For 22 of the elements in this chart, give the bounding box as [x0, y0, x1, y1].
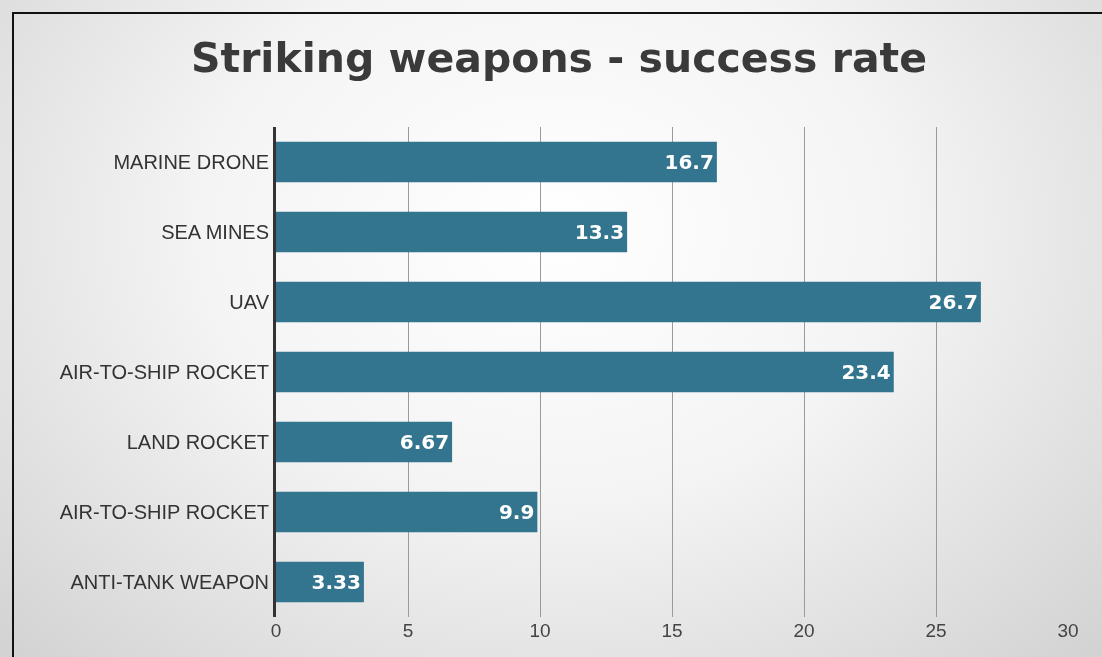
x-tick-label: 25	[925, 620, 947, 641]
y-tick-label: AIR-TO-SHIP ROCKET	[59, 361, 269, 383]
x-tick-label: 30	[1057, 620, 1079, 641]
y-tick-label: MARINE DRONE	[113, 151, 269, 173]
y-tick-label: UAV	[229, 291, 270, 313]
y-tick-label: SEA MINES	[161, 221, 269, 243]
data-label: 13.3	[574, 220, 625, 244]
x-tick-label: 15	[661, 620, 683, 641]
data-label: 16.7	[664, 150, 714, 174]
chart-title: Striking weapons - success rate	[191, 33, 927, 82]
data-label: 23.4	[841, 360, 891, 384]
data-label: 9.9	[498, 500, 535, 524]
x-tick-label: 0	[270, 620, 282, 641]
data-label: 6.67	[399, 430, 450, 454]
data-label: 3.33	[311, 570, 361, 594]
y-tick-label: AIR-TO-SHIP ROCKET	[59, 501, 269, 523]
x-tick-label: 20	[793, 620, 815, 641]
x-tick-label: 5	[402, 620, 414, 641]
x-tick-label: 10	[529, 620, 551, 641]
data-label: 26.7	[928, 290, 978, 314]
y-tick-label: ANTI-TANK WEAPON	[70, 571, 269, 593]
y-tick-label: LAND ROCKET	[126, 431, 269, 453]
